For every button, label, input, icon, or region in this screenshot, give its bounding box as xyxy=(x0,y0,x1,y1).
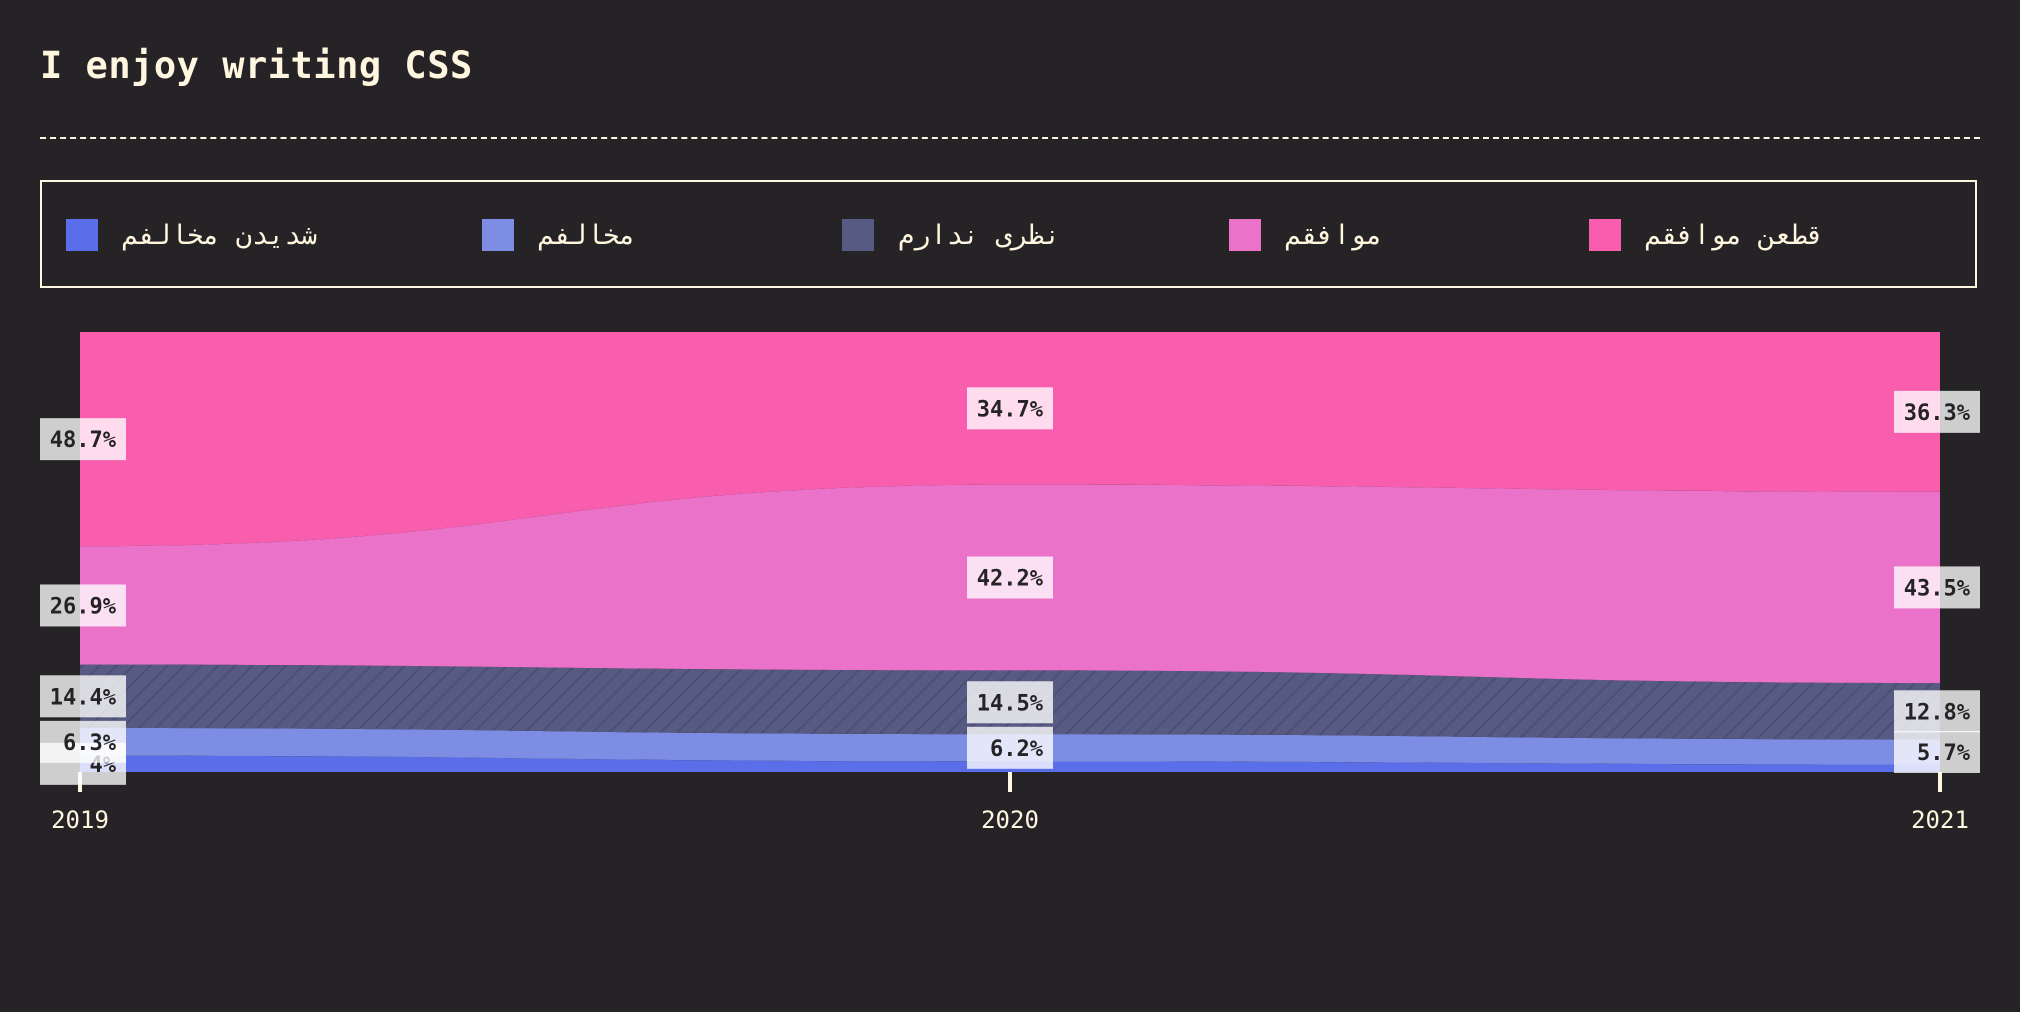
data-label-background xyxy=(967,387,1053,430)
data-label: 14.5% xyxy=(967,681,1053,724)
data-label-text: 14.4% xyxy=(50,685,117,710)
legend-item-strongly-disagree[interactable]: شدیدن مخالفم xyxy=(66,218,317,252)
data-label-text: 42.2% xyxy=(977,567,1044,592)
data-label-background xyxy=(40,675,126,718)
legend-swatch xyxy=(842,219,874,251)
legend-swatch xyxy=(66,219,98,251)
data-label: 12.8% xyxy=(1894,690,1980,733)
title-divider xyxy=(40,137,1980,139)
data-label-background xyxy=(40,584,126,627)
data-label-text: 14.5% xyxy=(977,691,1044,716)
data-label-text: 34.7% xyxy=(977,397,1044,422)
data-label: 36.3% xyxy=(1894,390,1980,433)
data-label: 5.7% xyxy=(1894,730,1980,773)
data-label: 48.7% xyxy=(40,418,126,461)
data-label-text: 26.9% xyxy=(50,594,117,619)
data-label-text: 5.7% xyxy=(1917,741,1971,766)
x-tick-label: 2019 xyxy=(51,806,109,834)
data-label: 26.9% xyxy=(40,584,126,627)
x-tick-label: 2020 xyxy=(981,806,1039,834)
data-label-background xyxy=(1894,566,1980,609)
data-label-text: 6.2% xyxy=(990,737,1044,762)
data-label: 14.4% xyxy=(40,675,126,718)
data-label-background xyxy=(1894,390,1980,433)
data-label-background xyxy=(967,556,1053,599)
data-label-text: 36.3% xyxy=(1904,401,1971,426)
data-label: 43.5% xyxy=(1894,566,1980,609)
legend-item-strongly-agree[interactable]: قطعن موافقم xyxy=(1589,218,1824,252)
data-label-background xyxy=(1894,690,1980,733)
legend-swatch xyxy=(1589,219,1621,251)
legend-label: شدیدن مخالفم xyxy=(122,219,318,251)
legend-swatch xyxy=(1229,219,1261,251)
data-label-background xyxy=(40,418,126,461)
legend-item-neutral[interactable]: نظری ندارم xyxy=(842,218,1061,252)
data-label-background xyxy=(967,681,1053,724)
data-label-text: 12.8% xyxy=(1904,700,1971,725)
legend-label: موافقم xyxy=(1285,219,1383,251)
legend-item-disagree[interactable]: مخالفم xyxy=(482,218,636,252)
data-label: 42.2% xyxy=(967,556,1053,599)
legend-item-agree[interactable]: موافقم xyxy=(1229,218,1383,252)
legend-swatch xyxy=(482,219,514,251)
data-label: 6.3% xyxy=(40,720,126,763)
legend-label: نظری ندارم xyxy=(898,219,1061,251)
chart-title: I enjoy writing CSS xyxy=(40,44,473,87)
data-label-text: 6.3% xyxy=(63,731,117,756)
data-label-text: 48.7% xyxy=(50,428,117,453)
data-label-background xyxy=(40,720,126,763)
data-label: 6.2% xyxy=(967,726,1053,769)
legend-label: قطعن موافقم xyxy=(1645,219,1824,251)
x-tick-label: 2021 xyxy=(1911,806,1969,834)
data-label-background xyxy=(1894,730,1980,773)
data-label: 34.7% xyxy=(967,387,1053,430)
data-label-text: 43.5% xyxy=(1904,576,1971,601)
area-series-4[interactable] xyxy=(80,332,1940,547)
legend: شدیدن مخالفم مخالفم نظری ندارم موافقم قط… xyxy=(40,180,1977,288)
data-label-background xyxy=(967,726,1053,769)
legend-label: مخالفم xyxy=(538,219,636,251)
